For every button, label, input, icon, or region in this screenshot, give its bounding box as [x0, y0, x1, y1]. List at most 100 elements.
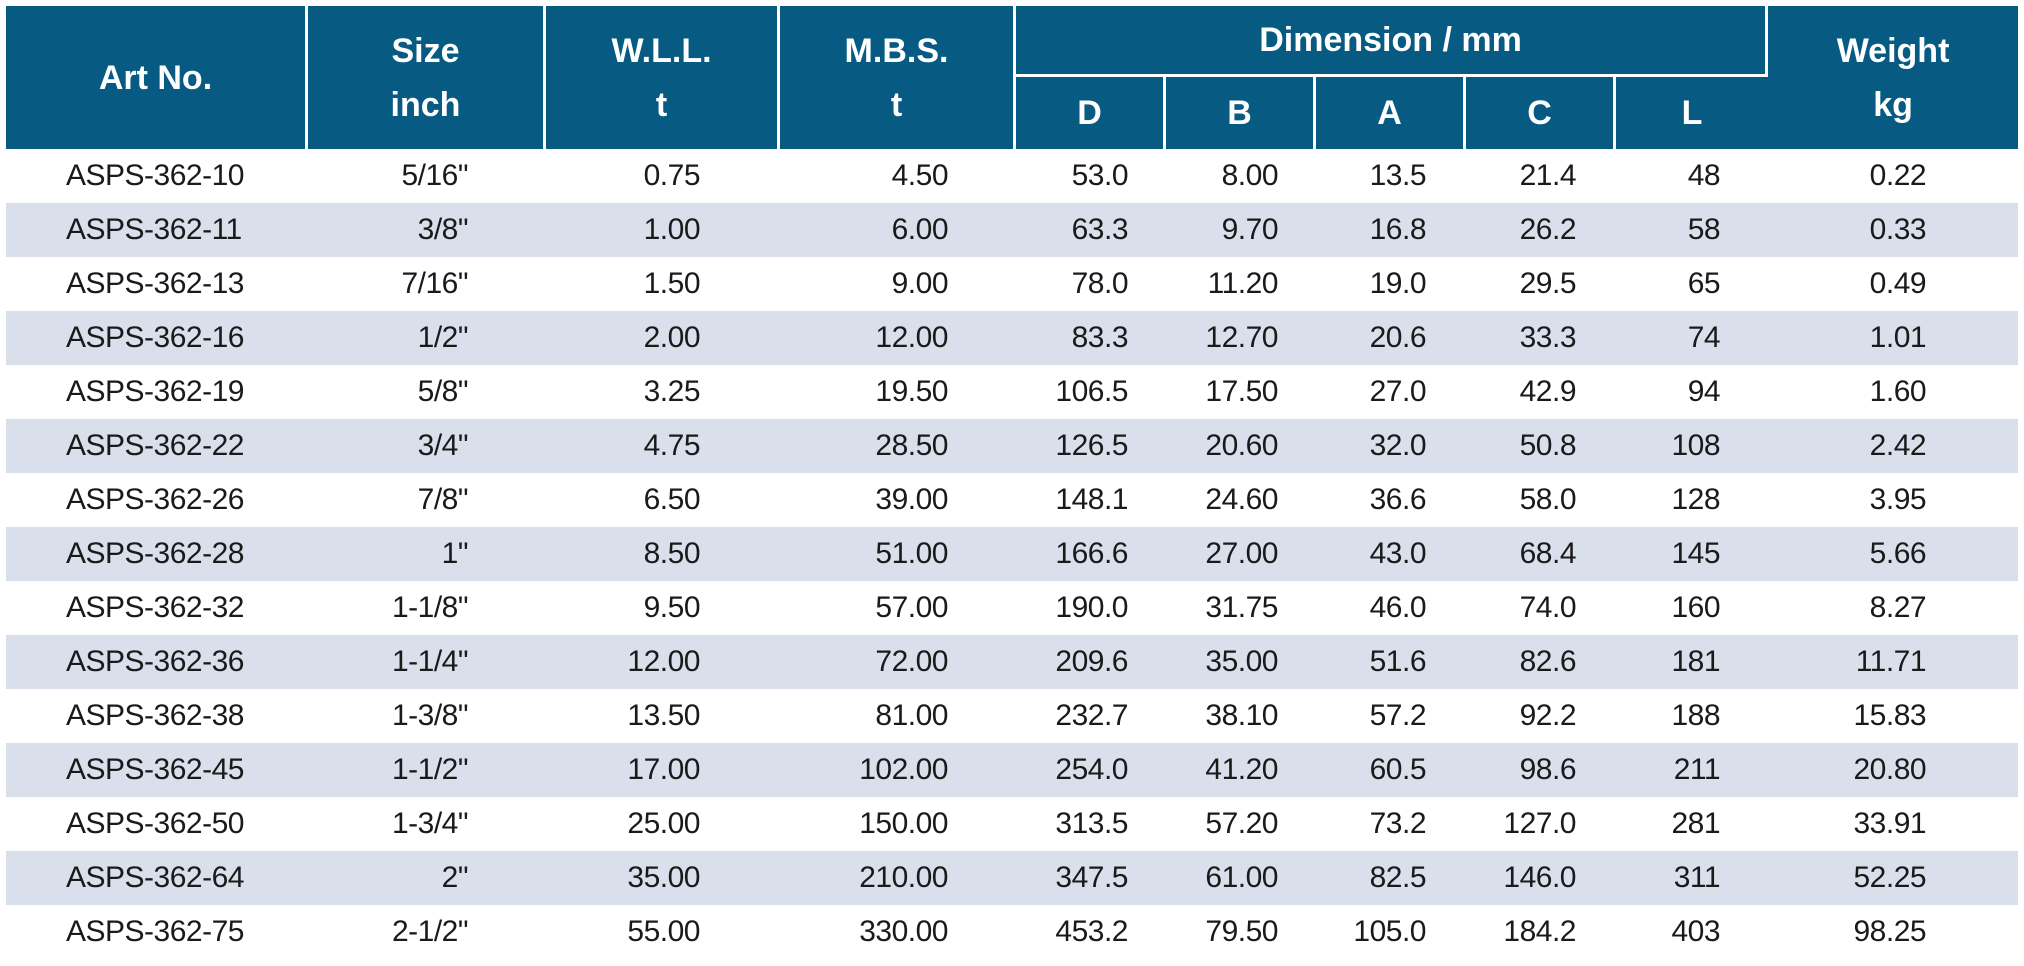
- header-mbs: M.B.S. t: [780, 6, 1016, 149]
- wll-cell: 1.00: [546, 203, 780, 257]
- weight-cell: 33.91: [1853, 807, 1927, 840]
- mbs-cell: 19.50: [875, 375, 948, 408]
- art-no-cell: ASPS-362-28: [6, 527, 308, 581]
- wll-cell: 6.50: [643, 483, 701, 516]
- dim-c-cell: 146.0: [1466, 851, 1616, 905]
- art-no-cell: ASPS-362-32: [66, 591, 244, 624]
- table-row: ASPS-362-75 2-1/2" 55.00 330.00 453.2 79.50 10…: [6, 905, 2018, 959]
- dim-l-cell: 74: [1616, 311, 1769, 365]
- size-cell: 1-1/8": [391, 591, 469, 624]
- dim-c-cell: 42.9: [1519, 375, 1577, 408]
- mbs-cell: 102.00: [780, 743, 1016, 797]
- dim-b-cell: 35.00: [1166, 635, 1316, 689]
- table-header: Art No. Size inch W.L.L. t M.B.S. t Dime…: [6, 6, 2019, 149]
- size-cell: 3/4": [308, 419, 546, 473]
- dim-a-cell: 16.8: [1316, 203, 1466, 257]
- dim-a-cell: 73.2: [1369, 807, 1427, 840]
- dim-b-cell: 27.00: [1166, 527, 1316, 581]
- wll-cell: 9.50: [643, 591, 701, 624]
- wll-cell: 8.50: [546, 527, 780, 581]
- art-no-cell: ASPS-362-64: [6, 851, 308, 905]
- dim-a-cell: 13.5: [1369, 159, 1427, 192]
- dim-b-cell: 12.70: [1166, 311, 1316, 365]
- header-art-no: Art No.: [6, 6, 308, 149]
- weight-cell: 0.22: [1869, 159, 1927, 192]
- dim-c-cell: 33.3: [1466, 311, 1616, 365]
- table-row: ASPS-362-64 2" 35.00 210.00 347.5 61.00 82.5 14…: [6, 851, 2019, 905]
- wll-cell: 0.75: [643, 159, 701, 192]
- dim-c-cell: 29.5: [1519, 267, 1577, 300]
- dim-l-cell: 145: [1616, 527, 1769, 581]
- dim-a-cell: 27.0: [1369, 375, 1427, 408]
- table-row: ASPS-362-32 1-1/8" 9.50 57.00 190.0 31.75 46.0…: [6, 581, 2018, 635]
- header-dim-a: A: [1316, 77, 1466, 149]
- dim-l-cell: 128: [1671, 483, 1721, 516]
- dim-c-cell: 98.6: [1466, 743, 1616, 797]
- dim-d-cell: 53.0: [1071, 159, 1129, 192]
- art-no-cell: ASPS-362-38: [66, 699, 244, 732]
- dim-a-cell: 32.0: [1316, 419, 1466, 473]
- dim-b-cell: 8.00: [1221, 159, 1279, 192]
- wll-cell: 13.50: [627, 699, 700, 732]
- header-wll: W.L.L. t: [546, 6, 780, 149]
- table-row: ASPS-362-22 3/4" 4.75 28.50 126.5 20.60 32.0 50…: [6, 419, 2019, 473]
- size-cell: 5/16": [401, 159, 468, 192]
- wll-cell: 55.00: [627, 915, 700, 948]
- mbs-cell: 330.00: [859, 915, 948, 948]
- wll-cell: 1.50: [643, 267, 701, 300]
- art-no-cell: ASPS-362-10: [66, 159, 244, 192]
- wll-cell: 17.00: [546, 743, 780, 797]
- weight-cell: 8.27: [1869, 591, 1927, 624]
- header-weight: Weight kg: [1768, 6, 2019, 149]
- dim-b-cell: 57.20: [1205, 807, 1278, 840]
- dim-c-cell: 50.8: [1466, 419, 1616, 473]
- art-no-cell: ASPS-362-75: [66, 915, 244, 948]
- header-art-no-label: Art No.: [98, 58, 213, 97]
- art-no-cell: ASPS-362-16: [6, 311, 308, 365]
- wll-cell: 4.75: [546, 419, 780, 473]
- header-mbs-unit: t: [890, 85, 903, 124]
- size-cell: 1-1/4": [308, 635, 546, 689]
- dim-l-cell: 188: [1671, 699, 1721, 732]
- weight-cell: 3.95: [1869, 483, 1927, 516]
- dim-d-cell: 126.5: [1016, 419, 1166, 473]
- dim-c-cell: 26.2: [1466, 203, 1616, 257]
- dim-d-cell: 106.5: [1055, 375, 1128, 408]
- dim-d-cell: 347.5: [1016, 851, 1166, 905]
- weight-cell: 98.25: [1853, 915, 1927, 948]
- dim-c-cell: 127.0: [1503, 807, 1576, 840]
- header-size-label: Size: [391, 31, 460, 70]
- weight-cell: 0.49: [1869, 267, 1927, 300]
- dim-d-cell: 209.6: [1016, 635, 1166, 689]
- dim-c-cell: 58.0: [1519, 483, 1577, 516]
- weight-cell: 1.60: [1869, 375, 1927, 408]
- dim-d-cell: 63.3: [1016, 203, 1166, 257]
- size-cell: 1-1/2": [308, 743, 546, 797]
- table-row: ASPS-362-10 5/16" 0.75 4.50 53.0 8.00 13.5 21.4…: [6, 149, 2018, 203]
- header-mbs-label: M.B.S.: [844, 31, 949, 70]
- size-cell: 1/2": [308, 311, 546, 365]
- header-dim-c: C: [1466, 77, 1616, 149]
- dim-b-cell: 31.75: [1205, 591, 1278, 624]
- table-row: ASPS-362-45 1-1/2" 17.00 102.00 254.0 41.20 60…: [6, 743, 2019, 797]
- header-dimension-group: Dimension / mm: [1016, 6, 1769, 77]
- mbs-cell: 150.00: [859, 807, 948, 840]
- dim-l-cell: 58: [1616, 203, 1769, 257]
- table-row: ASPS-362-38 1-3/8" 13.50 81.00 232.7 38.10 57.…: [6, 689, 2018, 743]
- table-row: ASPS-362-26 7/8" 6.50 39.00 148.1 24.60 36.6 58…: [6, 473, 2018, 527]
- dim-b-cell: 24.60: [1205, 483, 1278, 516]
- dim-c-cell: 74.0: [1519, 591, 1577, 624]
- size-cell: 2": [308, 851, 546, 905]
- dim-c-cell: 82.6: [1466, 635, 1616, 689]
- weight-cell: 15.83: [1853, 699, 1927, 732]
- table-row: ASPS-362-19 5/8" 3.25 19.50 106.5 17.50 27.0 42…: [6, 365, 2018, 419]
- mbs-cell: 210.00: [780, 851, 1016, 905]
- dim-d-cell: 453.2: [1055, 915, 1128, 948]
- dim-d-cell: 166.6: [1016, 527, 1166, 581]
- mbs-cell: 28.50: [780, 419, 1016, 473]
- size-cell: 5/8": [417, 375, 469, 408]
- weight-cell: 20.80: [1768, 743, 2019, 797]
- dim-a-cell: 19.0: [1369, 267, 1427, 300]
- header-wll-unit: t: [655, 85, 668, 124]
- dim-c-cell: 184.2: [1503, 915, 1576, 948]
